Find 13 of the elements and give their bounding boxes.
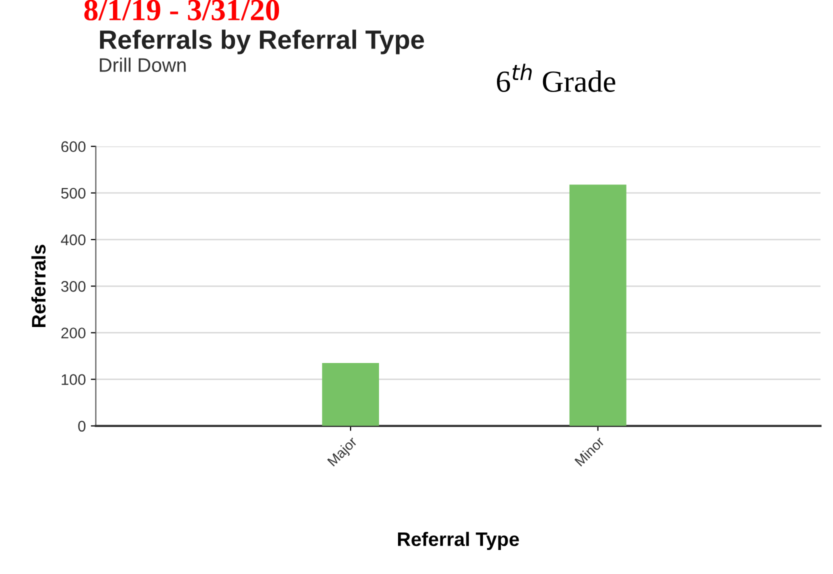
y-axis-title: Referrals: [31, 244, 46, 327]
y-tick-label: 500: [61, 188, 86, 199]
x-axis-title: Referral Type: [398, 532, 519, 550]
y-tick-label: 300: [61, 281, 86, 292]
y-tick-label: 600: [61, 141, 86, 152]
y-tick-label: 100: [62, 374, 86, 386]
text: 6$^{th}$ Grade: [496, 64, 616, 92]
y-tick-label: 200: [61, 328, 86, 338]
chart-subtitle: Drill Down: [100, 58, 186, 72]
text: 8/1/19 - 3/31/20: [84, 0, 280, 20]
chart-title: Referrals by Referral Type: [100, 30, 424, 54]
y-tick-label: 400: [60, 234, 86, 246]
y-tick-label: 0: [78, 420, 86, 432]
